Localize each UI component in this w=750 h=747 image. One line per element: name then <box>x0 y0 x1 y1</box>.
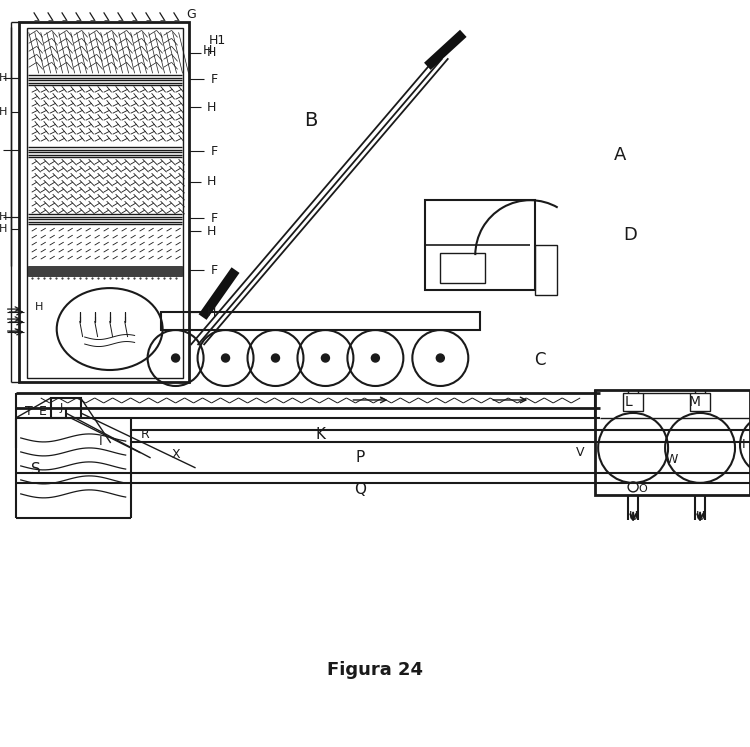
Bar <box>623 393 643 411</box>
Bar <box>28 266 182 276</box>
Text: M: M <box>689 395 701 409</box>
Text: W: W <box>666 453 678 466</box>
Text: P: P <box>356 450 365 465</box>
Text: K: K <box>316 427 326 442</box>
Bar <box>596 390 750 495</box>
Bar <box>19 22 188 382</box>
Circle shape <box>272 354 280 362</box>
Text: H: H <box>206 306 216 318</box>
Bar <box>440 253 485 283</box>
Bar <box>27 28 182 378</box>
Bar <box>536 245 557 295</box>
Text: A: A <box>614 146 626 164</box>
Text: H: H <box>206 46 216 59</box>
Circle shape <box>172 354 179 362</box>
Text: D: D <box>623 226 637 244</box>
Text: H: H <box>0 108 7 117</box>
Text: G: G <box>187 8 196 21</box>
Text: O: O <box>639 484 647 494</box>
Text: H: H <box>206 225 216 238</box>
Circle shape <box>436 354 444 362</box>
Text: H: H <box>206 176 216 188</box>
Text: I: I <box>742 438 745 451</box>
Text: V: V <box>576 447 584 459</box>
Text: Figura 24: Figura 24 <box>328 660 424 679</box>
Bar <box>425 200 536 290</box>
Text: H: H <box>0 73 7 84</box>
Text: S: S <box>31 462 40 477</box>
Text: F: F <box>211 72 218 86</box>
Text: Q: Q <box>355 483 367 498</box>
Text: C: C <box>535 351 546 369</box>
Text: J: J <box>59 403 62 413</box>
Text: H: H <box>34 302 43 312</box>
Bar <box>51 398 81 418</box>
Text: H1: H1 <box>209 34 226 47</box>
Text: T: T <box>25 406 32 418</box>
Text: F: F <box>211 211 218 225</box>
Text: B: B <box>304 111 317 130</box>
Circle shape <box>371 354 380 362</box>
Text: L: L <box>624 395 632 409</box>
Text: H: H <box>0 224 7 234</box>
Text: E: E <box>39 406 46 418</box>
Text: U: U <box>628 510 638 524</box>
Text: H: H <box>202 44 212 57</box>
Text: F: F <box>211 145 218 158</box>
Text: H: H <box>0 212 7 222</box>
Bar <box>690 393 710 411</box>
Text: F: F <box>211 264 218 276</box>
Text: X: X <box>171 448 180 462</box>
Text: I: I <box>99 436 103 448</box>
Text: R: R <box>141 429 150 441</box>
Text: U: U <box>695 510 704 524</box>
Bar <box>160 312 480 330</box>
Circle shape <box>322 354 329 362</box>
Circle shape <box>221 354 230 362</box>
Text: H: H <box>206 101 216 114</box>
